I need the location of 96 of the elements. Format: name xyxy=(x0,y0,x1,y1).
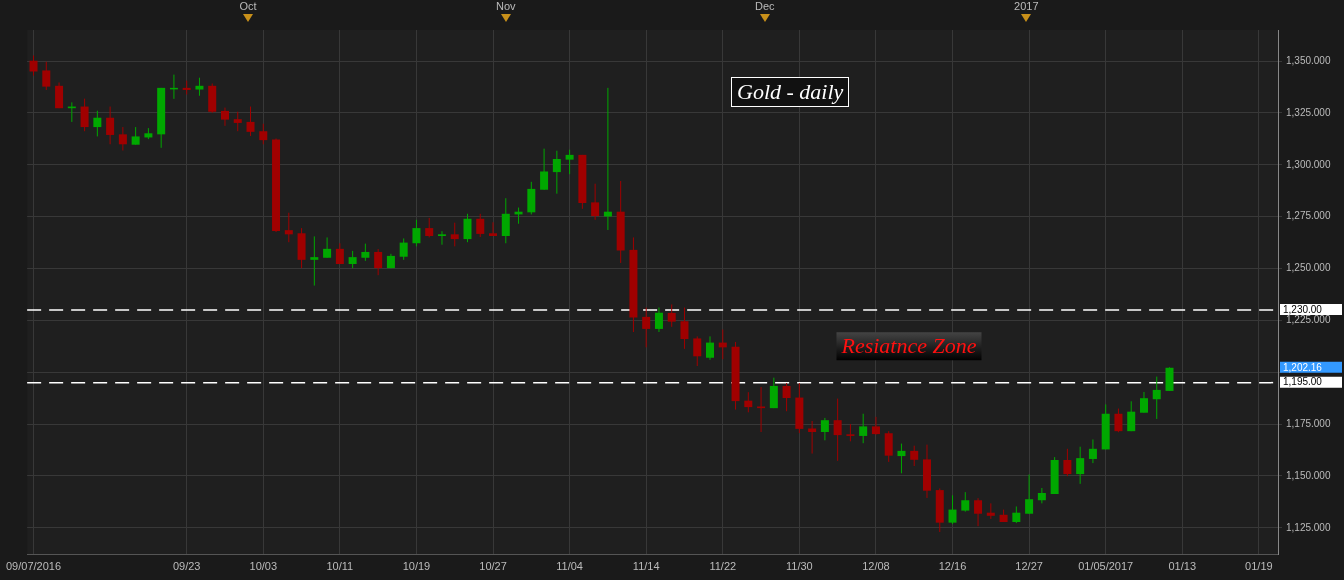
candlestick xyxy=(106,106,115,145)
ref-line-label: 1,195.00 xyxy=(1283,376,1323,388)
candlestick xyxy=(259,123,268,145)
candlestick xyxy=(284,212,293,243)
candlestick xyxy=(310,235,319,287)
candlestick xyxy=(463,213,472,243)
candlestick xyxy=(335,242,344,265)
candlestick xyxy=(489,221,498,237)
x-tick-label: 12/27 xyxy=(1015,560,1043,573)
candlestick xyxy=(220,107,229,127)
candlestick xyxy=(1152,376,1161,420)
text: Nov xyxy=(496,0,516,12)
candlestick xyxy=(233,111,242,132)
candlestick xyxy=(1076,446,1085,485)
candlestick xyxy=(654,307,663,333)
y-tick-label: 1,325.000 xyxy=(1286,106,1331,118)
candlestick xyxy=(744,391,753,413)
x-tick-label: 01/05/2017 xyxy=(1078,560,1134,573)
candlestick xyxy=(591,183,600,221)
candlestick xyxy=(425,217,434,238)
x-tick-label: 11/30 xyxy=(786,560,813,573)
text: Oct xyxy=(239,0,257,12)
x-tick-label: 10/11 xyxy=(326,560,354,573)
candlestick xyxy=(29,55,38,77)
candlestick xyxy=(565,149,574,175)
candlestick xyxy=(782,382,791,412)
y-tick-label: 1,125.000 xyxy=(1286,521,1331,533)
x-tick-label: 09/07/2016 xyxy=(6,560,62,573)
candlestick xyxy=(1037,487,1046,504)
x-tick-label: 09/23 xyxy=(172,560,201,573)
candlestick xyxy=(1165,366,1174,392)
candlestick xyxy=(540,148,549,191)
candlestick xyxy=(399,237,408,261)
candlestick xyxy=(974,497,983,527)
candlestick xyxy=(374,248,383,276)
candlestick xyxy=(527,181,536,215)
candlestick xyxy=(93,110,102,137)
candlestick xyxy=(195,77,204,97)
candlestick xyxy=(552,150,561,195)
candlestick xyxy=(1114,408,1123,433)
x-tick-label: 11/04 xyxy=(556,560,583,573)
candlestick xyxy=(55,81,64,109)
candlestick xyxy=(412,219,421,247)
y-tick-label: 1,350.000 xyxy=(1286,54,1331,66)
candlestick xyxy=(897,443,906,474)
x-tick-label: 12/16 xyxy=(938,560,967,573)
candlestick xyxy=(820,417,829,441)
x-tick-label: 01/19 xyxy=(1245,560,1273,573)
candlestick xyxy=(680,307,689,350)
x-tick-label: 01/13 xyxy=(1168,560,1197,573)
candlestick xyxy=(642,307,651,348)
candlestick xyxy=(1139,391,1148,414)
candlestick xyxy=(910,445,919,467)
candlestick xyxy=(118,126,127,152)
x-tick-label: 11/22 xyxy=(709,560,737,573)
candlestick xyxy=(757,386,766,433)
candlestick xyxy=(808,420,817,455)
y-tick-label: 1,225.000 xyxy=(1286,314,1331,326)
x-tick-label: 11/14 xyxy=(632,560,660,573)
text: 1,202.16 xyxy=(1283,361,1323,373)
y-tick-label: 1,300.000 xyxy=(1286,158,1331,170)
candlestick xyxy=(961,491,970,513)
text: Dec xyxy=(755,0,775,12)
annotation: Resiatnce Zone xyxy=(840,333,977,359)
ref-line-label: 1,230.00 xyxy=(1283,303,1323,315)
y-tick-label: 1,175.000 xyxy=(1286,417,1331,429)
candlestick xyxy=(437,230,446,246)
candlestick xyxy=(706,335,715,361)
candlestick xyxy=(323,236,332,259)
text: Gold - daily xyxy=(731,77,850,107)
y-tick-label: 1,250.000 xyxy=(1286,262,1331,274)
text: 2017 xyxy=(1014,0,1039,12)
candlestick xyxy=(246,106,255,137)
candlestick xyxy=(80,98,89,132)
candlestick xyxy=(693,335,702,367)
candlestick xyxy=(871,416,880,436)
candlestick xyxy=(1088,438,1097,464)
candlestick xyxy=(476,213,485,238)
x-tick-label: 10/03 xyxy=(249,560,278,573)
candlestick xyxy=(1127,400,1136,432)
candlestick xyxy=(948,494,957,525)
candlestick xyxy=(1063,448,1072,477)
candlestick xyxy=(833,398,842,462)
candlestick xyxy=(884,430,893,463)
x-tick-label: 10/19 xyxy=(402,560,431,573)
y-tick-label: 1,150.000 xyxy=(1286,469,1331,481)
candlestick xyxy=(859,413,868,444)
x-tick-label: 10/27 xyxy=(479,560,507,573)
candlestick xyxy=(42,61,51,91)
candlestick xyxy=(1025,474,1034,515)
y-tick-label: 1,275.000 xyxy=(1286,210,1331,222)
x-tick-label: 12/08 xyxy=(862,560,890,573)
candlestick xyxy=(501,197,510,244)
candlestick xyxy=(450,222,459,247)
candlestick xyxy=(769,377,778,409)
candlestick xyxy=(667,303,676,328)
